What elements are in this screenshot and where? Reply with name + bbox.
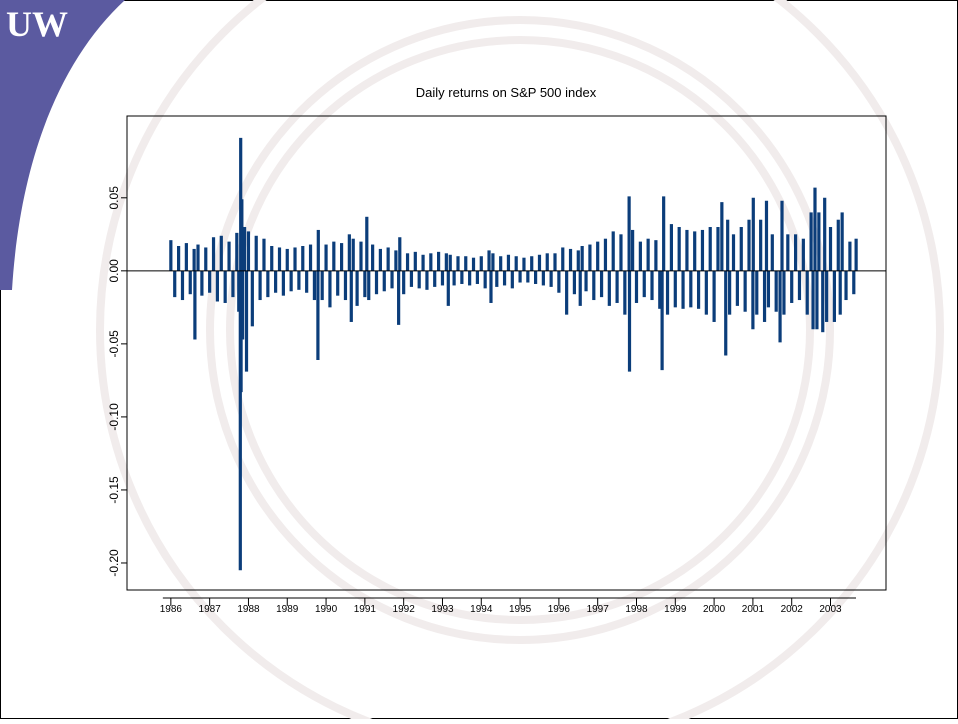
chart-title: Daily returns on S&P 500 index [416,85,597,100]
x-tick-label: 1999 [664,604,687,615]
logo: UW [6,4,68,44]
x-tick-label: 2003 [819,604,842,615]
x-tick-label: 1996 [548,604,571,615]
x-tick-label: 2001 [742,604,765,615]
x-tick-label: 1988 [237,604,260,615]
y-tick-label: -0.20 [107,549,121,577]
x-tick-label: 1995 [509,604,532,615]
x-tick-label: 1992 [393,604,416,615]
x-tick-label: 1991 [354,604,377,615]
y-tick-label: -0.10 [107,403,121,431]
x-tick-label: 1998 [625,604,648,615]
plot-frame [126,115,887,591]
x-tick-label: 2002 [781,604,804,615]
y-tick-label: 0.05 [107,186,121,210]
x-tick-label: 1989 [276,604,299,615]
y-tick-label: 0.00 [107,259,121,283]
x-tick-label: 1986 [160,604,183,615]
seal-watermark [96,0,944,724]
x-tick-label: 1994 [470,604,493,615]
y-tick-label: -0.15 [107,476,121,504]
x-tick-label: 1990 [315,604,338,615]
logo-band [0,0,125,290]
x-tick-label: 2000 [703,604,726,615]
y-tick-label: -0.05 [107,330,121,358]
x-tick-label: 1987 [199,604,222,615]
x-tick-label: 1993 [431,604,454,615]
x-tick-label: 1997 [587,604,610,615]
